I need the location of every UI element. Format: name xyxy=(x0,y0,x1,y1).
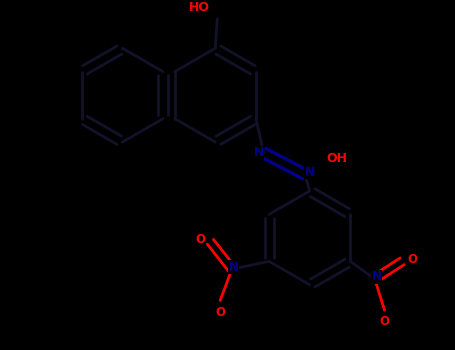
Text: O: O xyxy=(379,315,389,328)
Text: N: N xyxy=(372,271,382,284)
Text: N: N xyxy=(229,261,239,274)
Text: N: N xyxy=(304,166,315,179)
Text: O: O xyxy=(196,233,206,246)
Text: OH: OH xyxy=(326,152,347,165)
Text: N: N xyxy=(253,146,264,159)
Text: O: O xyxy=(215,306,225,318)
Text: O: O xyxy=(407,253,417,266)
Text: HO: HO xyxy=(189,1,210,14)
